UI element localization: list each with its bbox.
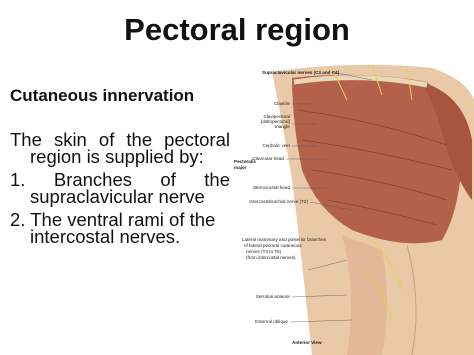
figure-label: Sternocostal head — [253, 185, 290, 190]
figure-label: Clavicular head — [252, 156, 284, 161]
body-line: supraclavicular nerve — [30, 186, 205, 207]
figure-label: Supraclavicular nerves (C3 and C4) — [262, 70, 340, 75]
figure-label: Lateral mammary and posterior branches — [242, 237, 327, 242]
figure-label: Intercostobrachial nerve (T2) — [249, 199, 308, 204]
nerves — [331, 64, 413, 321]
figure-label: External oblique — [255, 319, 288, 324]
muscle-fibers — [296, 109, 453, 226]
figure-label: nerves (T3 to T6) — [246, 249, 282, 254]
slide-title: Pectoral region — [124, 12, 350, 47]
figure-label: Clavicle — [274, 101, 291, 106]
figure-label: triangle — [275, 124, 291, 129]
body-line: 1. Branches of the — [10, 169, 230, 190]
figure-label: (from intercostal nerves) — [246, 255, 296, 260]
serratus-anterior — [342, 235, 387, 355]
skin-fold — [406, 244, 417, 355]
figure-label: Pectoralis — [234, 159, 256, 164]
leader-lines — [286, 71, 373, 323]
body-line: The skin of the pectoral — [10, 129, 230, 150]
heading: Cutaneous innervation — [10, 86, 195, 105]
figure-label: of lateral pectoral cutaneous — [244, 243, 302, 248]
figure-label: Clavipectoral — [263, 114, 290, 119]
body-line: intercostal nerves. — [30, 226, 181, 247]
figure-label: major — [234, 165, 247, 170]
body-line: 2. The ventral rami of the — [10, 209, 216, 230]
figure-label: Serratus anterior — [256, 294, 291, 299]
deltoid — [422, 82, 472, 200]
body-line: region is supplied by: — [30, 146, 204, 167]
figure-label: (deltopectoral) — [261, 119, 291, 124]
figure-label: Cephalic vein — [262, 143, 290, 148]
figure-label: Anterior View — [292, 340, 322, 345]
anatomy-figure: Supraclavicular nerves (C3 and C4) Clavic… — [232, 60, 474, 355]
